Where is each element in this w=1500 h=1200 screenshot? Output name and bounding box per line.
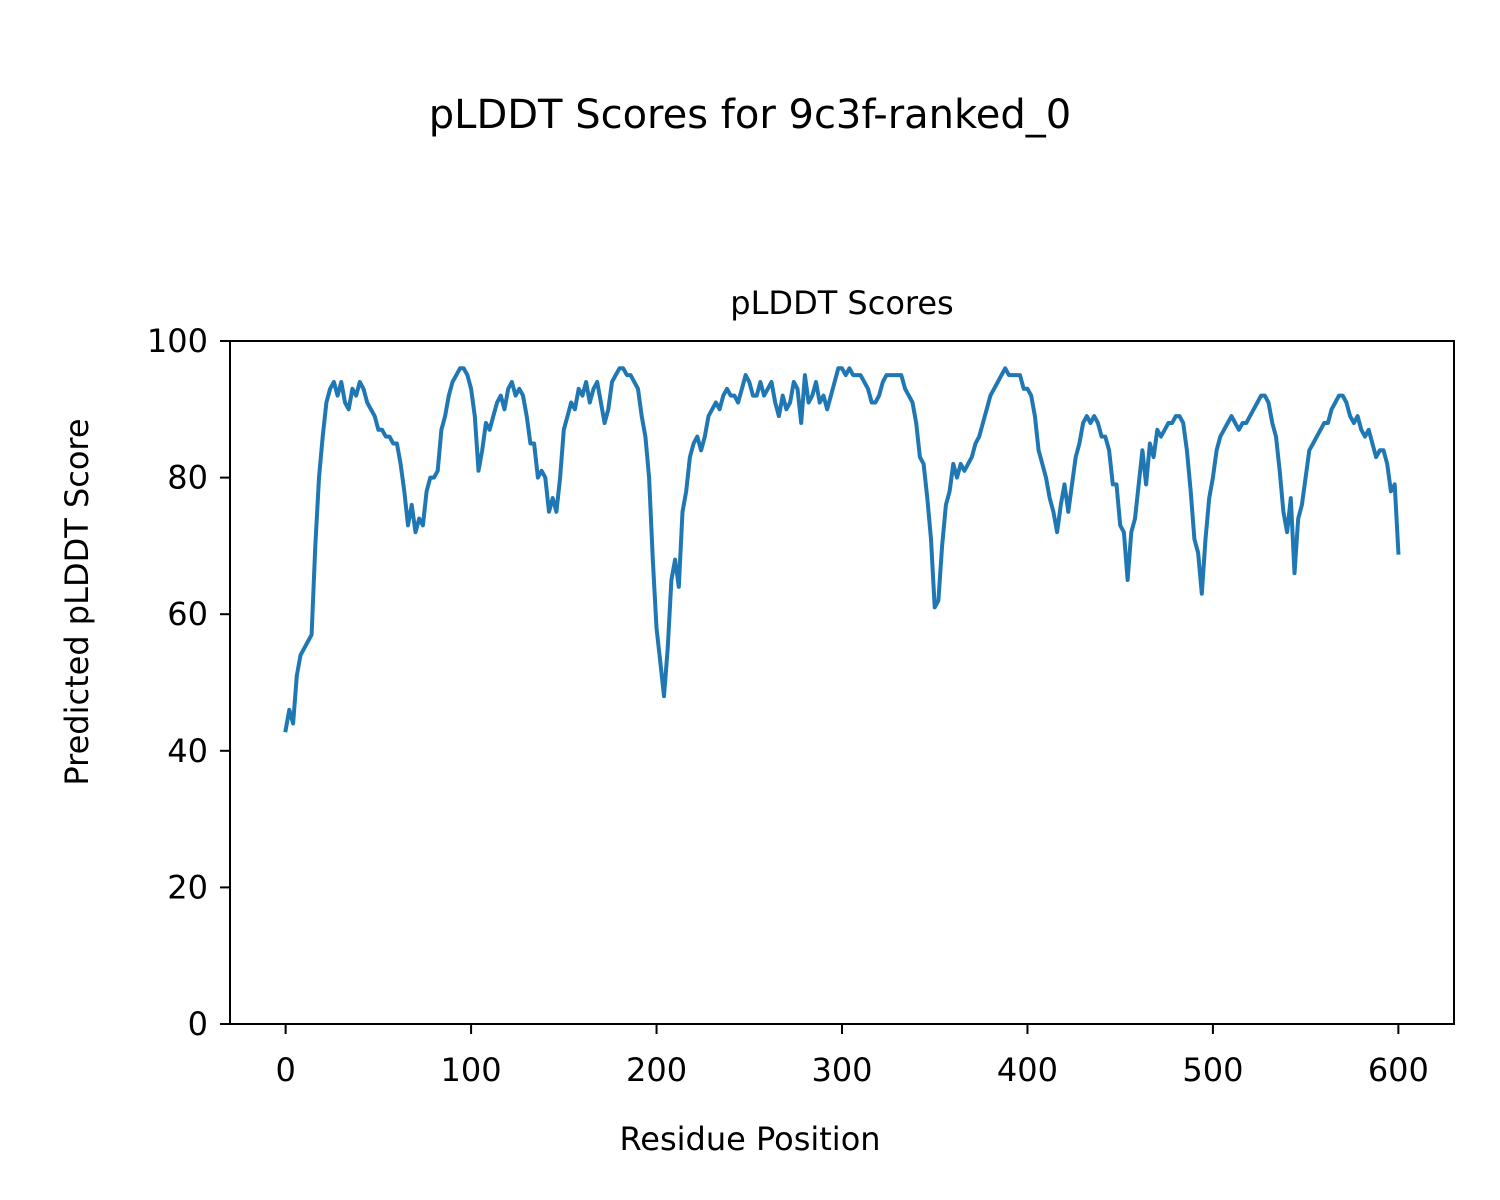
x-tick-label: 400 [997,1051,1058,1089]
y-tick-label: 0 [188,1005,208,1043]
x-tick-label: 600 [1368,1051,1429,1089]
x-tick-label: 0 [275,1051,295,1089]
series-layer [283,366,1401,733]
x-tick-label: 100 [441,1051,502,1089]
y-tick-label: 60 [167,595,208,633]
x-tick-label: 500 [1182,1051,1243,1089]
x-axis-label: Residue Position [619,1120,880,1158]
y-tick-label: 100 [147,322,208,360]
y-tick-label: 80 [167,459,208,497]
figure-suptitle: pLDDT Scores for 9c3f-ranked_0 [428,92,1072,138]
x-axis: 0 100 200 300 400 500 600 [275,1024,1429,1089]
y-axis-label: Predicted pLDDT Score [58,418,96,785]
y-axis: 0 20 40 60 80 100 [147,322,230,1043]
plot-frame [229,340,1455,1025]
y-tick-label: 40 [167,732,208,770]
series-line-0 [283,366,1401,733]
x-tick-label: 300 [811,1051,872,1089]
x-tick-label: 200 [626,1051,687,1089]
y-tick-label: 20 [167,868,208,906]
chart-title: pLDDT Scores [730,284,953,322]
